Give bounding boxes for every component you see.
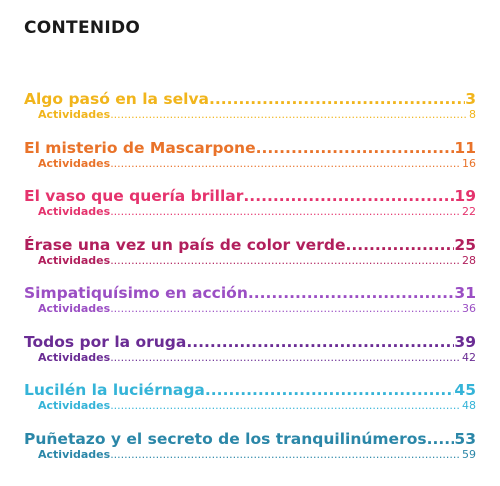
toc-activities-row[interactable]: Actividades 36 [24, 302, 476, 316]
dot-leader [248, 282, 455, 304]
toc-activities-row[interactable]: Actividades 8 [24, 108, 476, 122]
toc-entry: Puñetazo y el secreto de los tranquilinú… [24, 428, 476, 477]
activities-label: Actividades [38, 350, 111, 364]
toc-entry: Algo pasó en la selva 3 Actividades 8 [24, 88, 476, 137]
dot-leader [110, 448, 461, 462]
dot-leader [186, 331, 454, 353]
toc-title: Puñetazo y el secreto de los tranquilinú… [24, 429, 427, 448]
dot-leader [110, 351, 461, 365]
dot-leader [256, 137, 455, 159]
toc-title-row[interactable]: Puñetazo y el secreto de los tranquilinú… [24, 428, 476, 450]
activities-page-number: 16 [462, 156, 476, 170]
toc-title: El vaso que quería brillar [24, 187, 244, 205]
toc-title-row[interactable]: Todos por la oruga 39 [24, 331, 476, 353]
dot-leader [427, 428, 455, 450]
activities-page-number: 22 [462, 205, 476, 218]
toc-entry: Todos por la oruga 39 Actividades 42 [24, 331, 476, 380]
toc-title: Lucilén la luciérnaga [24, 381, 205, 399]
toc-activities-row[interactable]: Actividades 48 [24, 399, 476, 413]
activities-label: Actividades [38, 205, 111, 218]
toc-page-number: 31 [454, 284, 476, 302]
activities-page-number: 8 [469, 108, 476, 121]
toc-page-number: 39 [454, 332, 476, 351]
toc-title-row[interactable]: El vaso que quería brillar 19 [24, 185, 476, 207]
toc-title: El misterio de Mascarpone [24, 138, 256, 157]
dot-leader [209, 88, 465, 110]
toc-page-number: 25 [454, 235, 476, 254]
toc-entry: Simpatiquísimo en acción 31 Actividades … [24, 282, 476, 331]
activities-page-number: 48 [462, 399, 476, 412]
toc-title: Todos por la oruga [24, 332, 187, 351]
activities-page-number: 28 [462, 253, 476, 267]
table-of-contents: Algo pasó en la selva 3 Actividades 8 El… [24, 88, 476, 476]
activities-label: Actividades [38, 447, 111, 461]
toc-title: Érase una vez un país de color verde [24, 235, 346, 254]
toc-activities-row[interactable]: Actividades 42 [24, 351, 476, 365]
toc-activities-row[interactable]: Actividades 28 [24, 254, 476, 268]
activities-page-number: 42 [462, 350, 476, 364]
toc-activities-row[interactable]: Actividades 16 [24, 157, 476, 171]
activities-page-number: 59 [462, 447, 476, 461]
toc-entry: El vaso que quería brillar 19 Actividade… [24, 185, 476, 234]
dot-leader [110, 254, 461, 268]
activities-label: Actividades [38, 156, 111, 170]
page-title: CONTENIDO [24, 18, 141, 38]
toc-title: Algo pasó en la selva [24, 90, 210, 108]
dot-leader [110, 399, 461, 413]
toc-title-row[interactable]: Algo pasó en la selva 3 [24, 88, 476, 110]
toc-title-row[interactable]: Simpatiquísimo en acción 31 [24, 282, 476, 304]
activities-label: Actividades [38, 302, 111, 315]
toc-page-number: 3 [465, 90, 476, 108]
activities-label: Actividades [38, 399, 111, 412]
toc-page-number: 45 [454, 381, 476, 399]
toc-page-number: 53 [454, 429, 476, 448]
dot-leader [345, 234, 454, 256]
toc-page-number: 11 [454, 138, 476, 157]
dot-leader [205, 379, 455, 401]
dot-leader [110, 302, 461, 316]
dot-leader [110, 157, 461, 171]
activities-label: Actividades [38, 253, 111, 267]
activities-label: Actividades [38, 108, 111, 121]
toc-activities-row[interactable]: Actividades 22 [24, 205, 476, 219]
activities-page-number: 36 [462, 302, 476, 315]
dot-leader [243, 185, 454, 207]
toc-title-row[interactable]: Lucilén la luciérnaga 45 [24, 379, 476, 401]
toc-title-row[interactable]: El misterio de Mascarpone 11 [24, 137, 476, 159]
toc-title-row[interactable]: Érase una vez un país de color verde 25 [24, 234, 476, 256]
toc-activities-row[interactable]: Actividades 59 [24, 448, 476, 462]
dot-leader [110, 108, 468, 122]
toc-page-number: 19 [454, 187, 476, 205]
dot-leader [110, 205, 461, 219]
toc-entry: El misterio de Mascarpone 11 Actividades… [24, 137, 476, 186]
toc-entry: Lucilén la luciérnaga 45 Actividades 48 [24, 379, 476, 428]
toc-entry: Érase una vez un país de color verde 25 … [24, 234, 476, 283]
toc-title: Simpatiquísimo en acción [24, 284, 248, 302]
